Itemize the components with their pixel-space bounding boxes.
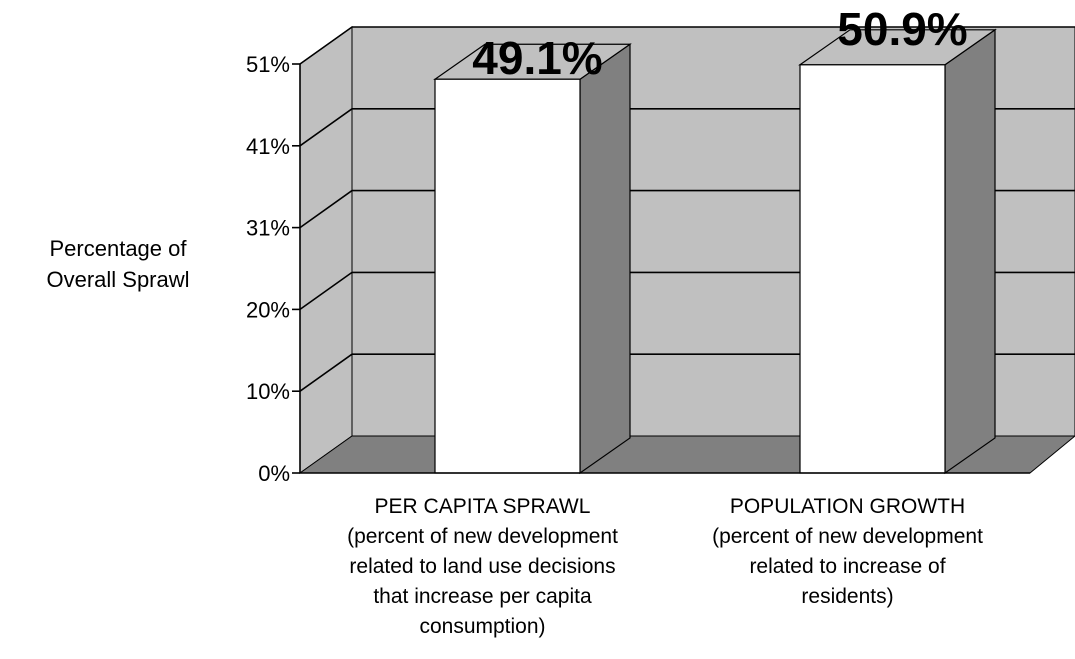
data-label: 49.1% [472,32,602,84]
y-tick-label: 31% [246,216,290,241]
bar [799,64,946,474]
category-label: POPULATION GROWTH [730,495,965,518]
category-label: (percent of new development [347,525,618,548]
bars [433,28,997,475]
gridline [299,26,1075,65]
y-tick-label: 41% [246,134,290,159]
category-label: residents) [801,585,893,608]
y-axis-label-line: Overall Sprawl [46,267,189,292]
bar-side [579,43,631,475]
side-wall [299,26,353,474]
data-labels: 49.1% 50.9% [472,3,967,84]
y-tick-label: 20% [246,297,290,322]
category-label: consumption) [419,615,545,638]
category-label: (percent of new development [712,525,983,548]
bar [434,78,581,474]
category-labels: PER CAPITA SPRAWL (percent of new develop… [347,495,983,638]
y-tick-label: 51% [246,52,290,77]
category-label: that increase per capita [373,585,592,608]
category-label: related to land use decisions [349,555,615,578]
y-tick-labels: 0% 10% 20% 31% 41% 51% [246,52,290,486]
y-tick-label: 0% [258,461,290,486]
data-label: 50.9% [837,3,967,55]
category-label: related to increase of [749,555,945,578]
y-axis-label: Percentage of Overall Sprawl [46,236,189,292]
y-axis-label-line: Percentage of [50,236,188,261]
y-tick-label: 10% [246,379,290,404]
bar-side [944,28,996,475]
category-label: PER CAPITA SPRAWL [375,495,591,518]
axis [292,63,1030,474]
